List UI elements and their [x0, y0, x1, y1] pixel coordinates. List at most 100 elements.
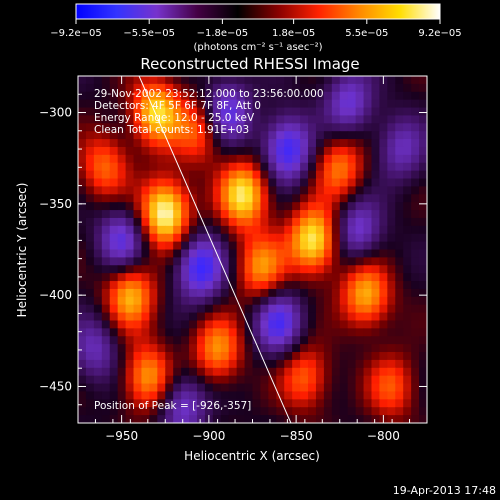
heatmap-cell	[371, 367, 381, 377]
heatmap-cell	[204, 312, 214, 322]
heatmap-cell	[331, 210, 341, 219]
heatmap-cell	[204, 352, 214, 361]
heatmap-cell	[196, 186, 206, 195]
heatmap-cell	[149, 304, 158, 314]
y-axis-label: Heliocentric Y (arcsec)	[15, 183, 29, 318]
heatmap-cell	[284, 194, 293, 203]
heatmap-cell	[379, 265, 388, 274]
heatmap-cell	[173, 296, 182, 306]
heatmap-cell	[244, 344, 254, 353]
heatmap-cell	[292, 107, 301, 117]
heatmap-cell	[276, 131, 285, 140]
heatmap-cell	[204, 107, 214, 117]
heatmap-cell	[268, 107, 277, 117]
heatmap-cell	[300, 202, 309, 211]
heatmap-cell	[363, 91, 373, 101]
heatmap-cell	[268, 296, 277, 306]
heatmap-cell	[419, 352, 427, 361]
heatmap-cell	[292, 194, 301, 203]
heatmap-cell	[117, 131, 127, 140]
heatmap-cell	[323, 320, 333, 329]
heatmap-cell	[117, 210, 127, 219]
heatmap-cell	[117, 312, 127, 322]
heatmap-cell	[347, 359, 357, 369]
heatmap-cell	[85, 288, 95, 298]
heatmap-cell	[204, 281, 214, 290]
heatmap-cell	[308, 312, 317, 322]
heatmap-cell	[387, 131, 396, 140]
heatmap-cell	[109, 170, 119, 180]
heatmap-cell	[133, 202, 143, 211]
heatmap-cell	[284, 178, 293, 188]
heatmap-cell	[371, 99, 381, 109]
heatmap-cell	[395, 99, 404, 109]
heatmap-cell	[101, 328, 111, 337]
heatmap-cell	[419, 399, 427, 408]
heatmap-cell	[125, 383, 135, 393]
heatmap-cell	[252, 225, 262, 235]
heatmap-cell	[85, 91, 95, 101]
heatmap-cell	[363, 367, 373, 377]
heatmap-cell	[236, 344, 246, 353]
heatmap-cell	[260, 273, 269, 282]
heatmap-cell	[228, 202, 238, 211]
heatmap-cell	[212, 76, 222, 85]
heatmap-cell	[300, 131, 309, 140]
heatmap-cell	[411, 367, 420, 377]
heatmap-cell	[284, 257, 293, 266]
y-axis-ticks: −300−350−400−450	[39, 75, 427, 424]
heatmap-cell	[268, 233, 277, 243]
heatmap-cell	[165, 320, 174, 329]
heatmap-cell	[284, 296, 293, 306]
heatmap-cell	[101, 288, 111, 298]
heatmap-cell	[411, 131, 420, 140]
heatmap-cell	[292, 281, 301, 290]
heatmap-cell	[363, 344, 373, 353]
heatmap-cell	[236, 399, 246, 408]
heatmap-cell	[173, 407, 182, 416]
heatmap-cell	[355, 375, 365, 385]
heatmap-cell	[181, 146, 190, 156]
heatmap-cell	[323, 131, 333, 140]
heatmap-cell	[355, 312, 365, 322]
heatmap-cell	[260, 76, 269, 85]
heatmap-cell	[276, 241, 285, 251]
heatmap-cell	[411, 344, 420, 353]
heatmap-cell	[347, 162, 357, 172]
heatmap-cell	[244, 367, 254, 377]
heatmap-cell	[228, 83, 238, 93]
heatmap-cell	[244, 194, 254, 203]
heatmap-cell	[252, 304, 262, 314]
heatmap-cell	[395, 320, 404, 329]
heatmap-cell	[196, 415, 206, 423]
heatmap-cell	[133, 304, 143, 314]
heatmap-cell	[387, 241, 396, 251]
heatmap-cell	[355, 320, 365, 329]
heatmap-cell	[260, 288, 269, 298]
heatmap-cell	[228, 415, 238, 423]
heatmap-cell	[363, 115, 373, 124]
heatmap-cell	[284, 83, 293, 93]
heatmap-cell	[236, 415, 246, 423]
heatmap-cell	[315, 146, 325, 156]
heatmap-cell	[109, 194, 119, 203]
heatmap-cell	[315, 99, 325, 109]
heatmap-cell	[93, 312, 103, 322]
heatmap-cell	[157, 304, 166, 314]
heatmap-cell	[149, 407, 158, 416]
heatmap-cell	[363, 107, 373, 117]
heatmap-cell	[141, 139, 150, 148]
heatmap-cell	[347, 186, 357, 195]
heatmap-cell	[387, 186, 396, 195]
heatmap-cell	[387, 407, 396, 416]
heatmap-cell	[403, 139, 412, 148]
heatmap-cell	[133, 407, 143, 416]
heatmap-cell	[244, 304, 254, 314]
heatmap-cell	[93, 99, 103, 109]
heatmap-cell	[78, 123, 87, 132]
heatmap-cell	[212, 281, 222, 290]
heatmap-cell	[189, 91, 198, 101]
heatmap-cell	[284, 407, 293, 416]
heatmap-cell	[355, 265, 365, 274]
heatmap-cell	[403, 123, 412, 132]
